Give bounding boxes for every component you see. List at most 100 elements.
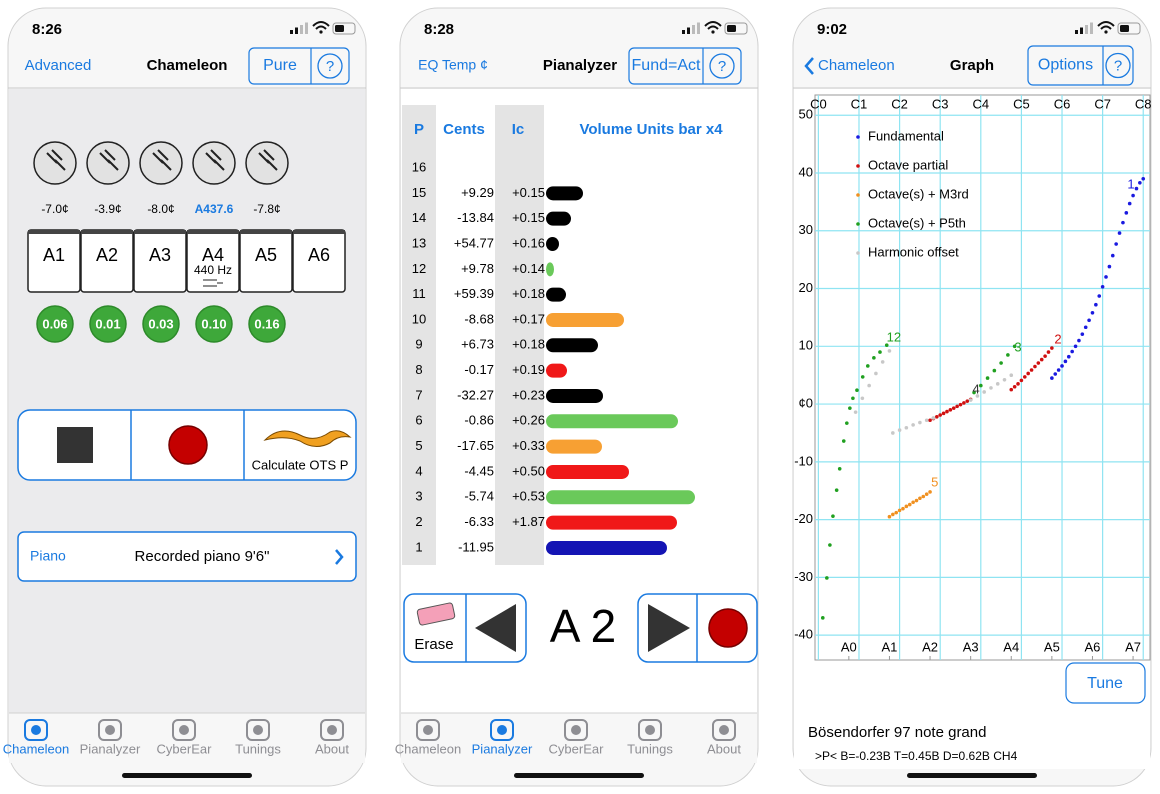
data-point <box>931 416 936 420</box>
tuning-fork-button[interactable] <box>192 141 236 185</box>
tab-icon <box>564 719 588 741</box>
x2-tick-label: C8 <box>1135 96 1152 111</box>
tab-icon <box>246 719 270 741</box>
ic-value: +0.18 <box>512 286 545 301</box>
cents-value: +59.39 <box>454 286 494 301</box>
volume-bar <box>546 464 629 479</box>
badge-value: 0.03 <box>148 316 173 331</box>
ic-value: +1.87 <box>512 514 545 529</box>
tab-label[interactable]: Pianalyzer <box>80 741 141 756</box>
volume-bar <box>546 211 571 226</box>
tab-label[interactable]: Chameleon <box>3 741 70 756</box>
ic-value: +0.26 <box>512 413 545 428</box>
y-tick-label: ¢0 <box>799 396 813 411</box>
data-point <box>887 349 892 353</box>
tab-label[interactable]: CyberEar <box>157 741 213 756</box>
tab-label[interactable]: About <box>315 741 349 756</box>
nav-button-group <box>1027 45 1134 86</box>
cents-value: -5.74 <box>464 489 494 504</box>
cents-value: -13.84 <box>457 210 494 225</box>
tab-label[interactable]: CyberEar <box>549 741 605 756</box>
fork-offset: -3.9¢ <box>94 202 121 216</box>
key-label: A2 <box>96 245 118 265</box>
tuning-fork-button[interactable] <box>139 141 183 185</box>
tab-label[interactable]: Pianalyzer <box>472 741 533 756</box>
instrument-row[interactable] <box>17 531 357 582</box>
stop-button[interactable] <box>57 427 93 463</box>
nav-button-group <box>248 47 350 85</box>
data-point <box>962 401 966 405</box>
fork-offset: -7.0¢ <box>41 202 68 216</box>
data-point <box>1053 372 1058 376</box>
annotation: 5 <box>931 475 938 490</box>
nav-back-button[interactable]: Chameleon <box>818 57 895 74</box>
signal-bar <box>305 22 308 34</box>
data-point <box>904 504 909 509</box>
tab-label[interactable]: Tunings <box>235 741 281 756</box>
volume-bar <box>546 439 602 454</box>
tab-label[interactable]: Tunings <box>627 741 673 756</box>
calculate-button[interactable]: Calculate OTS P <box>252 457 349 472</box>
x-tick-label: A5 <box>1044 639 1060 654</box>
nav-left-button[interactable]: EQ Temp ¢ <box>418 57 488 73</box>
data-point <box>924 492 929 496</box>
data-point <box>1083 325 1088 330</box>
data-point <box>1087 318 1091 323</box>
erase-button[interactable]: Erase <box>414 636 453 653</box>
help-button[interactable]: ? <box>1114 57 1122 74</box>
x-tick-label: A6 <box>1085 639 1101 654</box>
data-point <box>985 376 990 380</box>
column-bg <box>495 105 544 565</box>
volume-bar <box>546 338 598 353</box>
wifi-dot <box>1104 30 1108 34</box>
volume-bar <box>546 186 583 201</box>
data-point <box>1097 294 1102 298</box>
nav-title: Chameleon <box>147 57 228 74</box>
x2-tick-label: C7 <box>1094 96 1111 111</box>
nav-left-button[interactable]: Advanced <box>25 57 92 74</box>
wifi-icon <box>704 21 722 30</box>
tab-icon-dot <box>31 725 41 735</box>
ic-value: +0.50 <box>512 463 545 478</box>
ic-value: +0.15 <box>512 210 545 225</box>
badge <box>89 305 127 343</box>
nav-button[interactable]: Options <box>1038 57 1093 74</box>
tuning-fork-button[interactable] <box>86 141 130 185</box>
tune-button[interactable]: Tune <box>1087 675 1123 692</box>
partial-number: 14 <box>412 210 426 225</box>
wifi-dot <box>711 30 715 34</box>
nav-button[interactable]: Pure <box>263 57 297 74</box>
nav-button-group <box>628 47 742 85</box>
tab-bar <box>401 713 757 763</box>
x-tick-label: A3 <box>963 639 979 654</box>
tuning-fork-button[interactable] <box>245 141 289 185</box>
ic-value: +0.15 <box>512 185 545 200</box>
badge-value: 0.16 <box>254 316 279 331</box>
record-button[interactable] <box>168 425 208 465</box>
help-button[interactable]: ? <box>718 58 726 75</box>
cents-value: -0.17 <box>464 362 494 377</box>
previous-button[interactable] <box>475 604 516 652</box>
next-button[interactable] <box>648 604 690 652</box>
data-point <box>1070 349 1074 354</box>
data-point <box>837 466 842 471</box>
data-point <box>897 508 902 513</box>
data-point <box>951 406 956 410</box>
data-point <box>851 396 855 401</box>
nav-button[interactable]: Fund=Act <box>632 57 701 74</box>
data-point <box>1006 353 1010 357</box>
tuning-fork-button[interactable] <box>33 141 77 185</box>
data-point <box>1050 346 1054 350</box>
record-button[interactable] <box>708 608 748 648</box>
ic-value: +0.33 <box>512 438 545 453</box>
data-point <box>1002 378 1007 382</box>
help-button[interactable]: ? <box>326 58 334 75</box>
x-tick-label: A7 <box>1125 639 1141 654</box>
data-point <box>907 502 912 507</box>
data-point <box>828 543 832 547</box>
data-point <box>1121 220 1125 225</box>
tab-label[interactable]: About <box>707 741 741 756</box>
tab-label[interactable]: Chameleon <box>395 741 462 756</box>
x2-tick-label: C0 <box>810 96 827 111</box>
legend-marker <box>856 222 860 226</box>
